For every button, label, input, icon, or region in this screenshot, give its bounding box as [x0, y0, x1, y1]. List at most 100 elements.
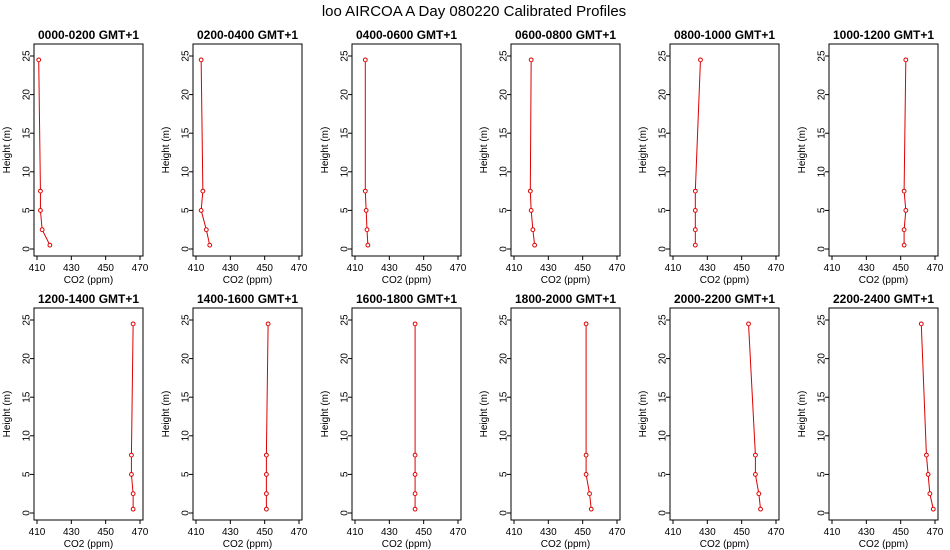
x-axis-label: CO2 (ppm): [64, 275, 113, 286]
y-tick-label: 20: [499, 353, 510, 365]
y-tick-label: 0: [22, 510, 33, 516]
y-tick-label: 15: [22, 127, 33, 139]
y-tick-label: 25: [181, 314, 192, 326]
data-point: [746, 321, 751, 327]
data-point: [692, 227, 698, 233]
profile-panel-4: 0600-0800 GMT+1 410 430 450 470 0 5 10 15 20 25 CO2…: [479, 28, 626, 286]
y-tick-label: 10: [499, 430, 510, 442]
x-axis-label: CO2 (ppm): [700, 539, 749, 550]
profile-line-segment: [131, 476, 134, 492]
x-tick-label: 430: [63, 527, 80, 538]
x-axis-label: CO2 (ppm): [382, 539, 431, 550]
y-tick-label: 10: [817, 430, 828, 442]
y-axis-label: Height (m): [479, 391, 490, 438]
data-point: [263, 472, 269, 477]
y-tick-label: 10: [181, 430, 192, 442]
y-tick-label: 15: [817, 127, 828, 139]
profile-panel-6: 1000-1200 GMT+1 410 430 450 470 0 5 10 15 20 25 CO2…: [797, 28, 944, 286]
x-tick-label: 470: [927, 527, 944, 538]
data-point: [901, 188, 907, 194]
data-point: [362, 57, 368, 63]
plot-frame: [351, 307, 462, 521]
data-point: [364, 227, 370, 233]
data-point: [583, 452, 589, 458]
profile-line-segment: [530, 212, 534, 228]
data-point: [129, 472, 134, 477]
y-tick-label: 15: [340, 391, 351, 403]
data-point: [38, 208, 43, 213]
y-tick-label: 20: [658, 89, 669, 101]
y-tick-label: 20: [181, 353, 192, 365]
x-tick-label: 410: [665, 527, 682, 538]
y-tick-label: 0: [817, 510, 828, 516]
x-tick-label: 430: [540, 263, 557, 274]
panel-title: 1600-1800 GMT+1: [356, 292, 457, 306]
x-tick-label: 410: [188, 527, 205, 538]
profile-line-segment: [206, 231, 210, 244]
y-axis-label: Height (m): [479, 127, 490, 174]
profile-line-segment: [365, 212, 368, 228]
data-point: [36, 57, 42, 63]
x-tick-label: 450: [415, 527, 432, 538]
y-axis-label: Height (m): [320, 127, 331, 174]
y-tick-label: 0: [499, 510, 510, 516]
y-tick-label: 5: [817, 207, 828, 213]
y-tick-label: 15: [817, 391, 828, 403]
data-point: [753, 472, 758, 477]
data-point: [130, 491, 136, 497]
y-tick-label: 25: [22, 314, 33, 326]
profile-line-segment: [265, 325, 269, 454]
x-tick-label: 470: [927, 263, 944, 274]
profile-line-segment: [755, 476, 759, 492]
data-point: [265, 321, 271, 327]
y-tick-label: 10: [817, 166, 828, 178]
profile-line-segment: [903, 61, 907, 190]
plot-frame: [351, 43, 462, 257]
y-tick-label: 20: [181, 89, 192, 101]
x-tick-label: 410: [506, 263, 523, 274]
profile-line-segment: [585, 476, 590, 492]
y-tick-label: 5: [181, 471, 192, 477]
data-point: [692, 208, 698, 213]
data-point: [918, 321, 924, 327]
panel-title: 1800-2000 GMT+1: [515, 292, 616, 306]
y-tick-label: 5: [340, 471, 351, 477]
figure-title: loo AIRCOA A Day 080220 Calibrated Profi…: [322, 3, 626, 20]
panel-title: 1200-1400 GMT+1: [38, 292, 139, 306]
profile-line-segment: [38, 61, 41, 190]
x-tick-label: 430: [858, 527, 875, 538]
y-tick-label: 20: [817, 89, 828, 101]
data-point: [692, 242, 698, 248]
y-tick-label: 5: [181, 207, 192, 213]
data-point: [207, 242, 213, 248]
y-tick-label: 20: [340, 89, 351, 101]
data-point: [588, 506, 594, 512]
panel-title: 2000-2200 GMT+1: [674, 292, 775, 306]
x-tick-label: 410: [347, 263, 364, 274]
x-tick-label: 410: [29, 263, 46, 274]
x-tick-label: 430: [222, 263, 239, 274]
data-point: [412, 452, 418, 458]
y-tick-label: 15: [658, 391, 669, 403]
x-tick-label: 430: [222, 527, 239, 538]
data-point: [583, 321, 589, 327]
y-tick-label: 0: [658, 246, 669, 252]
data-point: [412, 491, 418, 497]
y-axis-label: Height (m): [161, 127, 172, 174]
data-point: [758, 506, 763, 512]
data-point: [412, 506, 418, 512]
y-axis-label: Height (m): [638, 391, 649, 438]
y-tick-label: 25: [499, 314, 510, 326]
profile-line-segment: [589, 495, 592, 508]
profile-panel-8: 1400-1600 GMT+1 410 430 450 470 0 5 10 15 20 25 CO2…: [161, 292, 308, 550]
x-axis-label: CO2 (ppm): [541, 539, 590, 550]
profile-panel-2: 0200-0400 GMT+1 410 430 450 470 0 5 10 15 20 25 CO2…: [161, 28, 308, 286]
data-point: [365, 242, 371, 248]
data-point: [903, 208, 909, 213]
y-tick-label: 10: [658, 430, 669, 442]
profile-line-segment: [920, 325, 927, 454]
data-point: [698, 57, 703, 63]
data-point: [930, 506, 936, 512]
data-point: [38, 188, 43, 194]
x-tick-label: 430: [381, 527, 398, 538]
